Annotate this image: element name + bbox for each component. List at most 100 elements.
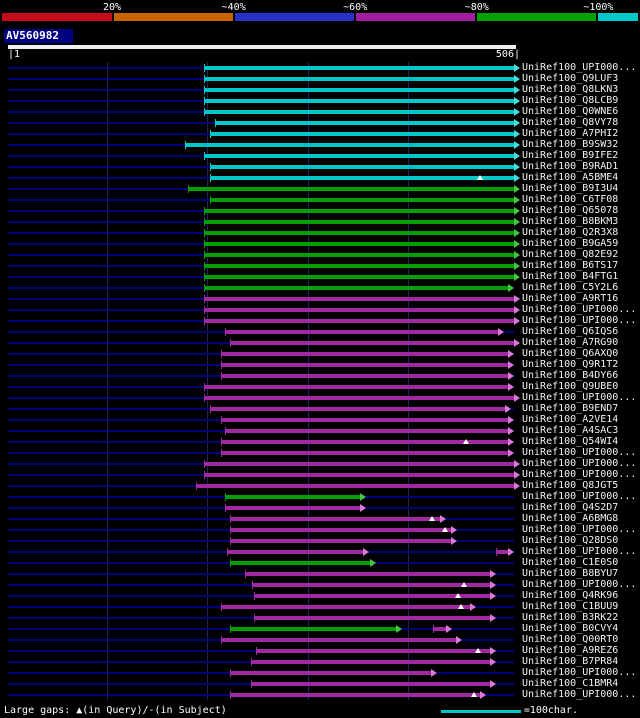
hit-label[interactable]: UniRef100_Q65078 xyxy=(522,205,619,216)
hit-bar[interactable] xyxy=(204,97,520,105)
hit-bar[interactable] xyxy=(204,460,520,468)
hit-label[interactable]: UniRef100_UPI000... xyxy=(522,689,637,700)
hit-label[interactable]: UniRef100_UPI000... xyxy=(522,62,637,73)
hit-label[interactable]: UniRef100_B6TS17 xyxy=(522,260,619,271)
hit-bar[interactable] xyxy=(221,603,476,611)
hit-label[interactable]: UniRef100_B4DY66 xyxy=(522,370,619,381)
hit-label[interactable]: UniRef100_Q9UBE0 xyxy=(522,381,619,392)
hit-bar[interactable] xyxy=(204,295,520,303)
hit-bar[interactable] xyxy=(185,141,520,149)
hit-label[interactable]: UniRef100_B4FTG1 xyxy=(522,271,619,282)
hit-label[interactable]: UniRef100_A6BMG8 xyxy=(522,513,619,524)
hit-label[interactable]: UniRef100_B9END7 xyxy=(522,403,619,414)
hit-label[interactable]: UniRef100_UPI000... xyxy=(522,667,637,678)
hit-bar[interactable] xyxy=(210,163,520,171)
hit-bar[interactable] xyxy=(225,504,366,512)
hit-label[interactable]: UniRef100_Q6AXQ0 xyxy=(522,348,619,359)
hit-bar[interactable] xyxy=(230,691,486,699)
hit-label[interactable]: UniRef100_Q8JGT5 xyxy=(522,480,619,491)
hit-bar[interactable] xyxy=(204,273,520,281)
hit-bar[interactable] xyxy=(204,284,514,292)
hit-bar[interactable] xyxy=(221,361,514,369)
hit-label[interactable]: UniRef100_UPI000... xyxy=(522,447,637,458)
hit-bar[interactable] xyxy=(204,317,520,325)
hit-bar[interactable] xyxy=(495,548,514,556)
hit-label[interactable]: UniRef100_B8BYU7 xyxy=(522,568,619,579)
hit-label[interactable]: UniRef100_B9RAD1 xyxy=(522,161,619,172)
hit-bar[interactable] xyxy=(210,196,520,204)
hit-label[interactable]: UniRef100_UPI000... xyxy=(522,304,637,315)
hit-bar[interactable] xyxy=(256,647,496,655)
hit-bar[interactable] xyxy=(251,658,496,666)
hit-bar[interactable] xyxy=(221,449,514,457)
hit-label[interactable]: UniRef100_UPI000... xyxy=(522,546,637,557)
hit-label[interactable]: UniRef100_C6TF08 xyxy=(522,194,619,205)
hit-label[interactable]: UniRef100_UPI000... xyxy=(522,579,637,590)
hit-bar[interactable] xyxy=(215,119,520,127)
hit-bar[interactable] xyxy=(204,394,520,402)
hit-label[interactable]: UniRef100_Q8LKN3 xyxy=(522,84,619,95)
hit-bar[interactable] xyxy=(196,482,520,490)
hit-label[interactable]: UniRef100_B9IFE2 xyxy=(522,150,619,161)
hit-bar[interactable] xyxy=(221,372,514,380)
hit-label[interactable]: UniRef100_UPI000... xyxy=(522,491,637,502)
hit-bar[interactable] xyxy=(210,130,520,138)
hit-bar[interactable] xyxy=(204,251,520,259)
hit-bar[interactable] xyxy=(252,581,496,589)
hit-label[interactable]: UniRef100_B0CVY4 xyxy=(522,623,619,634)
hit-bar[interactable] xyxy=(221,416,514,424)
hit-bar[interactable] xyxy=(221,350,514,358)
hit-label[interactable]: UniRef100_Q00RT0 xyxy=(522,634,619,645)
hit-bar[interactable] xyxy=(230,559,376,567)
hit-bar[interactable] xyxy=(227,548,369,556)
hit-label[interactable]: UniRef100_C5Y2L6 xyxy=(522,282,619,293)
hit-bar[interactable] xyxy=(251,680,496,688)
hit-bar[interactable] xyxy=(204,64,520,72)
hit-bar[interactable] xyxy=(254,592,496,600)
hit-label[interactable]: UniRef100_A7PHI2 xyxy=(522,128,619,139)
hit-label[interactable]: UniRef100_UPI000... xyxy=(522,524,637,535)
hit-label[interactable]: UniRef100_A9REZ6 xyxy=(522,645,619,656)
hit-bar[interactable] xyxy=(254,614,496,622)
hit-label[interactable]: UniRef100_B9GA59 xyxy=(522,238,619,249)
hit-bar[interactable] xyxy=(245,570,496,578)
hit-bar[interactable] xyxy=(210,405,511,413)
hit-bar[interactable] xyxy=(188,185,520,193)
hit-bar[interactable] xyxy=(210,174,520,182)
hit-bar[interactable] xyxy=(204,306,520,314)
hit-label[interactable]: UniRef100_B9I3U4 xyxy=(522,183,619,194)
hit-label[interactable]: UniRef100_Q54WI4 xyxy=(522,436,619,447)
hit-label[interactable]: UniRef100_C1BMR4 xyxy=(522,678,619,689)
hit-label[interactable]: UniRef100_Q9R1T2 xyxy=(522,359,619,370)
hit-bar[interactable] xyxy=(230,669,437,677)
hit-label[interactable]: UniRef100_Q4RK96 xyxy=(522,590,619,601)
hit-label[interactable]: UniRef100_B7PR84 xyxy=(522,656,619,667)
hit-label[interactable]: UniRef100_Q82E92 xyxy=(522,249,619,260)
hit-label[interactable]: UniRef100_Q8LCB9 xyxy=(522,95,619,106)
hit-bar[interactable] xyxy=(221,636,462,644)
hit-bar[interactable] xyxy=(432,625,452,633)
hit-label[interactable]: UniRef100_A7RG90 xyxy=(522,337,619,348)
hit-label[interactable]: UniRef100_Q6IQS6 xyxy=(522,326,619,337)
hit-bar[interactable] xyxy=(204,229,520,237)
hit-label[interactable]: UniRef100_A2VE14 xyxy=(522,414,619,425)
hit-bar[interactable] xyxy=(230,537,457,545)
hit-bar[interactable] xyxy=(204,240,520,248)
hit-bar[interactable] xyxy=(204,86,520,94)
hit-bar[interactable] xyxy=(204,207,520,215)
hit-bar[interactable] xyxy=(230,625,402,633)
hit-label[interactable]: UniRef100_C1E0S0 xyxy=(522,557,619,568)
hit-bar[interactable] xyxy=(225,493,366,501)
hit-bar[interactable] xyxy=(230,339,520,347)
hit-bar[interactable] xyxy=(204,383,514,391)
hit-label[interactable]: UniRef100_Q2R3X8 xyxy=(522,227,619,238)
hit-label[interactable]: UniRef100_UPI000... xyxy=(522,315,637,326)
hit-bar[interactable] xyxy=(225,427,514,435)
hit-bar[interactable] xyxy=(204,218,520,226)
hit-label[interactable]: UniRef100_Q8VY78 xyxy=(522,117,619,128)
hit-label[interactable]: UniRef100_A4SAC3 xyxy=(522,425,619,436)
hit-label[interactable]: UniRef100_B9SW32 xyxy=(522,139,619,150)
hit-bar[interactable] xyxy=(225,328,504,336)
hit-bar[interactable] xyxy=(204,471,520,479)
hit-label[interactable]: UniRef100_A9RT16 xyxy=(522,293,619,304)
